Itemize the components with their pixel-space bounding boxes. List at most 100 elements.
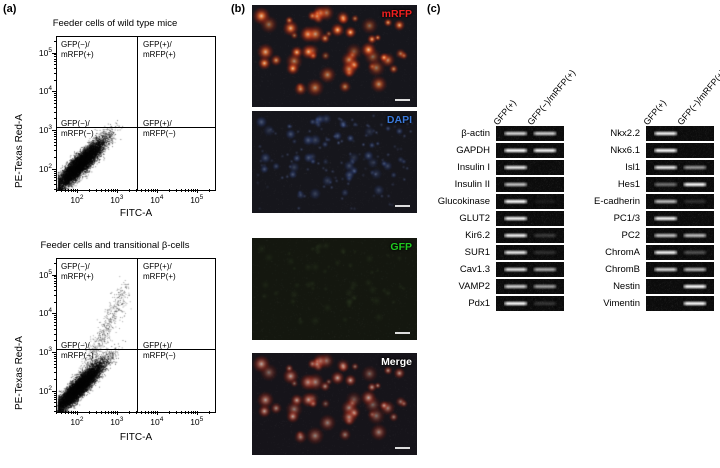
quad-ll-line1: GFP(−)/ (61, 119, 90, 128)
micrograph-merge-canvas (252, 353, 417, 455)
flow-y-minor-tick (53, 95, 56, 97)
flow-gate-vertical-1 (136, 37, 138, 190)
gel-gene-label: Isl1 (625, 162, 640, 173)
flow-x-minor-tick (60, 411, 62, 414)
flow-x-minor-tick (112, 411, 114, 414)
micrograph-mrfp-canvas (252, 5, 417, 107)
gel-row: PC1/3 (578, 210, 718, 227)
gel-canvas (496, 211, 564, 226)
flow-y-minor-tick (53, 394, 56, 396)
flow-x-tick-label: 102 (70, 194, 84, 205)
flow-x-minor-tick (175, 411, 177, 414)
flow-x-minor-tick (115, 411, 117, 414)
gel-row: Kir6.2 (430, 227, 565, 244)
panel-label-b: (b) (231, 3, 246, 15)
flow-y-tickmark (52, 390, 56, 392)
gel-image (646, 245, 714, 260)
flow-y-tick-label: 102 (38, 162, 52, 174)
flow-y-minor-tick (53, 180, 56, 182)
panel-label-a: (a) (3, 3, 17, 15)
gel-canvas (496, 279, 564, 294)
flow-x-minor-tick (64, 411, 66, 414)
gel-image (646, 262, 714, 277)
flow-y-tickmark (52, 130, 56, 132)
flow-y-tickmark (52, 52, 56, 54)
flow-y-minor-tick (53, 150, 56, 152)
flow-y-minor-tick (53, 355, 56, 357)
gel-gene-label: PC2 (621, 230, 640, 241)
gel-canvas (646, 245, 714, 260)
gel-image (646, 126, 714, 141)
gel-lane-header-1: GFP(+) (641, 97, 669, 127)
flow-y-minor-tick (53, 61, 56, 63)
gel-canvas (496, 228, 564, 243)
gel-image (496, 194, 564, 209)
gel-row: ChromA (578, 244, 718, 261)
quad-ur-line2: mRFP(+) (143, 49, 176, 59)
gel-canvas (646, 126, 714, 141)
gel-canvas (496, 143, 564, 158)
gel-gene-label: Insulin II (454, 179, 490, 190)
flow-x-tickmark (116, 411, 118, 415)
flow-y-minor-tick (53, 111, 56, 113)
flow-x-minor-tick (100, 189, 102, 192)
flow-x-tickmark (76, 411, 78, 415)
quad2-ur-line2: mRFP(+) (143, 271, 176, 281)
gel-gene-label: Nkx6.1 (610, 145, 640, 156)
flow-y-minor-tick (53, 189, 56, 190)
quad-ul-line2: mRFP(+) (61, 49, 94, 59)
flow-x-minor-tick (147, 189, 149, 192)
flow-x-tick-label: 103 (110, 416, 124, 427)
flow-x-minor-tick (95, 189, 97, 192)
flow-x-minor-tick (150, 411, 152, 414)
gel-gene-label: Glucokinase (437, 196, 490, 207)
quad2-ll-line2: mRFP(−) (61, 350, 94, 360)
gel-image (646, 279, 714, 294)
flow-y-minor-tick (53, 406, 56, 408)
flow-gate-vertical-2 (136, 259, 138, 412)
flow-x-minor-tick (110, 189, 112, 192)
gel-image (496, 228, 564, 243)
flow-quadrant-label-ll-2: GFP(−)/ mRFP(−) (61, 341, 94, 360)
gel-image (496, 262, 564, 277)
flow-y-minor-tick (53, 363, 56, 365)
gel-gene-label: β-actin (461, 128, 490, 139)
gel-canvas (496, 194, 564, 209)
gel-image (646, 160, 714, 175)
flow-x-minor-tick (187, 189, 189, 192)
flow-y-minor-tick (53, 138, 56, 140)
flow-x-minor-tick (95, 411, 97, 414)
gel-image (496, 160, 564, 175)
gel-gene-label: Hes1 (617, 179, 640, 190)
flow-y-minor-tick (53, 133, 56, 135)
flow-x-minor-tick (104, 411, 106, 414)
flow-x-minor-tick (180, 411, 182, 414)
flow-y-minor-tick (53, 103, 56, 105)
flow-x-minor-tick (184, 189, 186, 192)
flow-quadrant-label-ul-1: GFP(−)/ mRFP(+) (61, 40, 94, 59)
flow-x-minor-tick (168, 189, 170, 192)
flow-x-minor-tick (208, 189, 210, 192)
quad-ll-line2: mRFP(−) (61, 128, 94, 138)
gel-gene-label: GLUT2 (459, 213, 490, 224)
flow-y-minor-tick (53, 290, 56, 292)
gel-row: Hes1 (578, 176, 718, 193)
gel-canvas (496, 177, 564, 192)
gel-lane-header-2: GFP(−)/mRFP(+) (525, 67, 578, 127)
flow-y-minor-tick (53, 64, 56, 66)
flow-x-minor-tick (56, 189, 57, 192)
quad-ul-line1: GFP(−)/ (61, 40, 90, 49)
micrograph-merge: Merge (252, 353, 417, 455)
flow-x-minor-tick (70, 189, 72, 192)
quad-ur-line1: GFP(+)/ (143, 40, 172, 49)
flow-x-minor-tick (107, 411, 109, 414)
flow-y-tick-label: 102 (38, 384, 52, 396)
gel-canvas (496, 296, 564, 311)
flow-y-minor-tick (53, 118, 56, 120)
flow-y-tickmark (52, 91, 56, 93)
gel-row: Vimentin (578, 295, 718, 312)
flow-x-tick-label: 103 (110, 194, 124, 205)
flow-quadrant-label-lr-1: GFP(+)/ mRFP(−) (143, 119, 176, 138)
quad2-ul-line2: mRFP(+) (61, 271, 94, 281)
flow-x-axis-label-2: FITC-A (119, 432, 153, 443)
